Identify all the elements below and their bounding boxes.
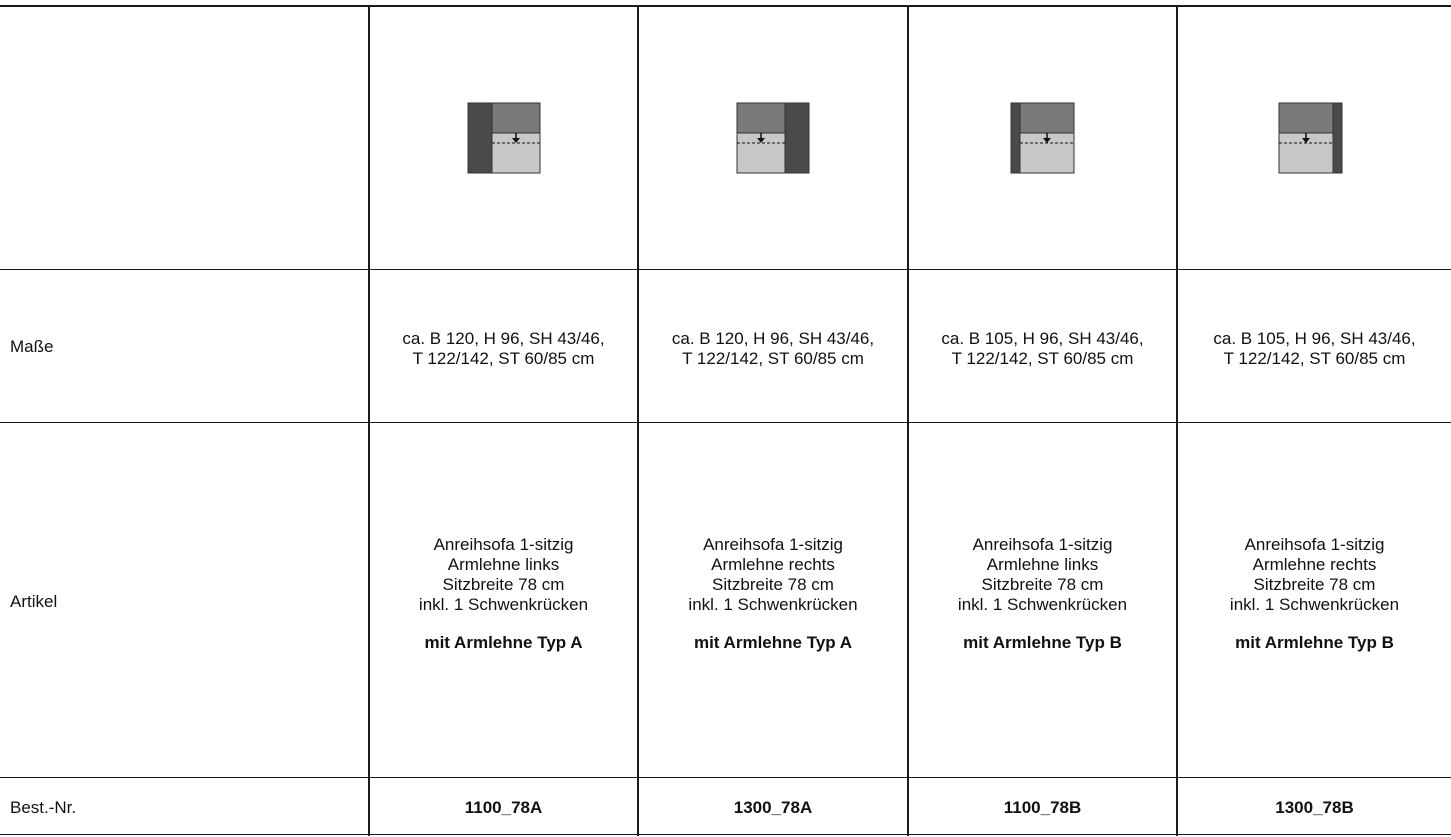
bestnr-cell-4: 1300_78B bbox=[1275, 798, 1354, 817]
sofa-module-armrest-right-narrow-icon bbox=[1278, 102, 1343, 174]
artikel-line1: Anreihsofa 1-sitzig bbox=[1244, 535, 1385, 554]
column-divider-4 bbox=[1176, 5, 1178, 836]
armlehne-type: mit Armlehne Typ A bbox=[424, 633, 583, 652]
row-divider-images bbox=[0, 269, 1451, 270]
artikel-line3: Sitzbreite 78 cm bbox=[712, 575, 834, 594]
artikel-line2: Armlehne links bbox=[986, 555, 1099, 574]
bestnr-cell-2: 1300_78A bbox=[733, 798, 813, 817]
artikel-line2: Armlehne rechts bbox=[1252, 555, 1377, 574]
masse-line1: ca. B 120, H 96, SH 43/46, bbox=[402, 329, 605, 348]
row-divider-artikel bbox=[0, 777, 1451, 778]
column-divider-3 bbox=[907, 5, 909, 836]
masse-line1: ca. B 105, H 96, SH 43/46, bbox=[941, 329, 1144, 348]
artikel-cell-1: Anreihsofa 1-sitzig Armlehne links Sitzb… bbox=[370, 535, 637, 653]
table-top-border bbox=[0, 5, 1451, 7]
artikel-line4: inkl. 1 Schwenkrücken bbox=[1229, 595, 1400, 614]
table-bottom-border bbox=[0, 834, 1451, 835]
artikel-line1: Anreihsofa 1-sitzig bbox=[433, 535, 574, 554]
row-label-masse: Maße bbox=[10, 337, 54, 356]
sofa-module-armrest-left-wide-icon bbox=[467, 102, 541, 174]
masse-cell-3: ca. B 105, H 96, SH 43/46, T 122/142, ST… bbox=[909, 329, 1176, 369]
bestnr-cell-1: 1100_78A bbox=[464, 798, 543, 817]
artikel-cell-3: Anreihsofa 1-sitzig Armlehne links Sitzb… bbox=[909, 535, 1176, 653]
row-label-artikel: Artikel bbox=[10, 592, 58, 611]
armlehne-type: mit Armlehne Typ A bbox=[693, 633, 853, 652]
masse-line2: T 122/142, ST 60/85 cm bbox=[682, 349, 864, 368]
masse-cell-2: ca. B 120, H 96, SH 43/46, T 122/142, ST… bbox=[639, 329, 907, 369]
masse-cell-4: ca. B 105, H 96, SH 43/46, T 122/142, ST… bbox=[1178, 329, 1451, 369]
masse-line1: ca. B 105, H 96, SH 43/46, bbox=[1213, 329, 1416, 348]
masse-line2: T 122/142, ST 60/85 cm bbox=[951, 349, 1134, 368]
artikel-line2: Armlehne rechts bbox=[711, 555, 835, 574]
masse-line2: T 122/142, ST 60/85 cm bbox=[1223, 349, 1406, 368]
column-divider-2 bbox=[637, 5, 639, 836]
armlehne-type: mit Armlehne Typ B bbox=[963, 633, 1122, 652]
masse-cell-1: ca. B 120, H 96, SH 43/46, T 122/142, ST… bbox=[370, 329, 637, 369]
masse-line1: ca. B 120, H 96, SH 43/46, bbox=[671, 329, 875, 348]
artikel-line4: inkl. 1 Schwenkrücken bbox=[688, 595, 858, 614]
row-label-bestnr: Best.-Nr. bbox=[10, 798, 77, 817]
artikel-line3: Sitzbreite 78 cm bbox=[981, 575, 1104, 594]
bestnr-cell-3: 1100_78B bbox=[1003, 798, 1082, 817]
artikel-line4: inkl. 1 Schwenkrücken bbox=[957, 595, 1128, 614]
artikel-cell-4: Anreihsofa 1-sitzig Armlehne rechts Sitz… bbox=[1178, 535, 1451, 653]
artikel-line1: Anreihsofa 1-sitzig bbox=[972, 535, 1113, 554]
masse-line2: T 122/142, ST 60/85 cm bbox=[412, 349, 595, 368]
artikel-line3: Sitzbreite 78 cm bbox=[1253, 575, 1376, 594]
artikel-line3: Sitzbreite 78 cm bbox=[442, 575, 565, 594]
artikel-cell-2: Anreihsofa 1-sitzig Armlehne rechts Sitz… bbox=[639, 535, 907, 653]
sofa-module-armrest-right-wide-icon bbox=[736, 102, 810, 174]
column-divider-1 bbox=[368, 5, 370, 836]
artikel-line4: inkl. 1 Schwenkrücken bbox=[418, 595, 589, 614]
row-divider-masse bbox=[0, 422, 1451, 423]
sofa-module-armrest-left-narrow-icon bbox=[1010, 102, 1075, 174]
artikel-line2: Armlehne links bbox=[447, 555, 560, 574]
armlehne-type: mit Armlehne Typ B bbox=[1235, 633, 1394, 652]
artikel-line1: Anreihsofa 1-sitzig bbox=[703, 535, 843, 554]
